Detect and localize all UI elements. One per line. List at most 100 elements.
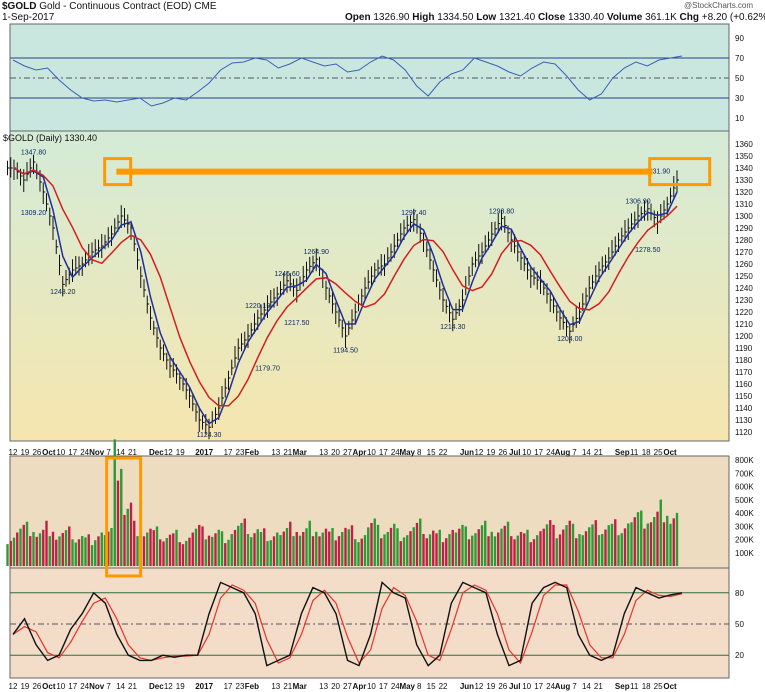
price-tick-label: 1190	[735, 344, 753, 353]
volume-bar	[549, 520, 552, 566]
volume-tick-label: 700K	[735, 469, 754, 478]
volume-bar	[396, 528, 399, 566]
volume-bar	[477, 529, 480, 566]
volume-bar	[152, 530, 155, 566]
price-tick-label: 1260	[735, 260, 753, 269]
x-axis-label: 24	[546, 448, 555, 457]
volume-bar	[224, 543, 227, 566]
highlight-box-left	[103, 157, 133, 187]
volume-bar	[250, 537, 253, 566]
volume-bar	[347, 529, 350, 566]
x-axis-label-bottom: 7	[106, 682, 111, 691]
volume-bar	[9, 540, 12, 566]
volume-bar	[591, 524, 594, 566]
volume-bar	[165, 538, 168, 566]
x-axis-label-bottom: Oct	[42, 682, 56, 691]
volume-bar	[493, 536, 497, 566]
price-annotation: 1194.50	[333, 348, 358, 355]
volume-bar	[623, 528, 627, 566]
volume-bar	[110, 528, 113, 566]
x-axis-label-bottom: 2017	[195, 682, 213, 691]
volume-bar	[142, 536, 146, 566]
price-annotation: 1179.70	[255, 365, 280, 372]
x-axis-label: 18	[642, 448, 651, 457]
symbol-description: Gold - Continuous Contract (EOD)	[39, 1, 192, 12]
volume-highlight-box	[105, 456, 143, 578]
x-axis-label: 27	[343, 448, 352, 457]
x-axis-label-bottom: 19	[486, 682, 495, 691]
volume-bar	[659, 499, 662, 566]
volume-bar	[133, 520, 136, 566]
volume-bar	[120, 468, 123, 566]
x-axis-label: 12	[474, 448, 483, 457]
x-axis-label: 21	[594, 448, 603, 457]
volume-bar	[51, 531, 55, 566]
volume-bar	[237, 525, 240, 566]
price-annotation: 1214.30	[440, 324, 465, 331]
volume-bar	[107, 531, 110, 566]
price-tick-label: 1220	[735, 308, 753, 317]
x-axis-label-bottom: 17	[379, 682, 388, 691]
price-tick-label: 1140	[735, 404, 753, 413]
volume-bar	[341, 531, 344, 566]
volume-bar	[435, 533, 438, 566]
price-tick-label: 1130	[735, 416, 753, 425]
volume-bar	[376, 524, 380, 566]
volume-bar	[185, 540, 188, 566]
x-axis-label: 12	[164, 448, 173, 457]
volume-bar	[552, 524, 555, 566]
volume-bar	[526, 529, 529, 566]
x-axis-label-bottom: May	[399, 682, 415, 691]
x-axis-label: 21	[283, 448, 292, 457]
volume-bar	[94, 540, 97, 566]
volume-bar	[129, 502, 133, 566]
volume-bar	[646, 523, 649, 566]
volume-bar	[48, 536, 51, 566]
volume-bar	[42, 529, 45, 566]
x-axis-label-bottom: Feb	[245, 682, 259, 691]
volume-bar	[565, 525, 568, 566]
price-tick-label: 1300	[735, 212, 753, 221]
volume-bar	[425, 538, 428, 566]
high-label: High	[412, 12, 435, 23]
x-axis-label-bottom: 13	[319, 682, 328, 691]
price-tick-label: 1250	[735, 272, 753, 281]
volume-bar	[308, 520, 311, 566]
volume-label: Volume	[606, 12, 643, 23]
slow-average-line	[13, 167, 678, 407]
volume-bar	[380, 538, 383, 566]
volume-bar	[555, 538, 558, 566]
x-axis-label-bottom: 23	[236, 682, 245, 691]
volume-value: 361.1K	[645, 12, 677, 23]
x-axis-label-bottom: 14	[582, 682, 591, 691]
x-axis-label-bottom: 17	[68, 682, 77, 691]
volume-bar	[334, 540, 337, 566]
brand-watermark: @StockCharts.com	[684, 1, 754, 10]
x-axis-label: 15	[427, 448, 436, 457]
volume-bar	[422, 533, 425, 566]
volume-bar	[649, 522, 653, 566]
x-axis-label: Jun	[460, 448, 474, 457]
price-tick-label: 1160	[735, 380, 753, 389]
volume-bar	[324, 528, 328, 566]
price-tick-label: 1120	[735, 428, 753, 437]
volume-bar	[662, 522, 666, 566]
x-axis-label-bottom: Aug	[555, 682, 571, 691]
price-annotation: 1309.20	[21, 210, 46, 217]
x-axis-label: 17	[379, 448, 388, 457]
volume-bar	[617, 535, 620, 566]
volume-bar	[298, 535, 302, 566]
x-axis-label-bottom: 25	[654, 682, 663, 691]
price-annotation: 1243.20	[50, 289, 75, 296]
price-annotation: 1331.90	[645, 169, 670, 176]
x-axis-label: 26	[498, 448, 507, 457]
price-tick-label: 1200	[735, 332, 753, 341]
volume-bar	[282, 531, 285, 566]
x-axis-label-bottom: 18	[642, 682, 651, 691]
x-axis-label-bottom: 21	[594, 682, 603, 691]
volume-bar	[373, 518, 376, 566]
symbol: $GOLD	[2, 1, 37, 12]
volume-bar	[360, 538, 363, 566]
